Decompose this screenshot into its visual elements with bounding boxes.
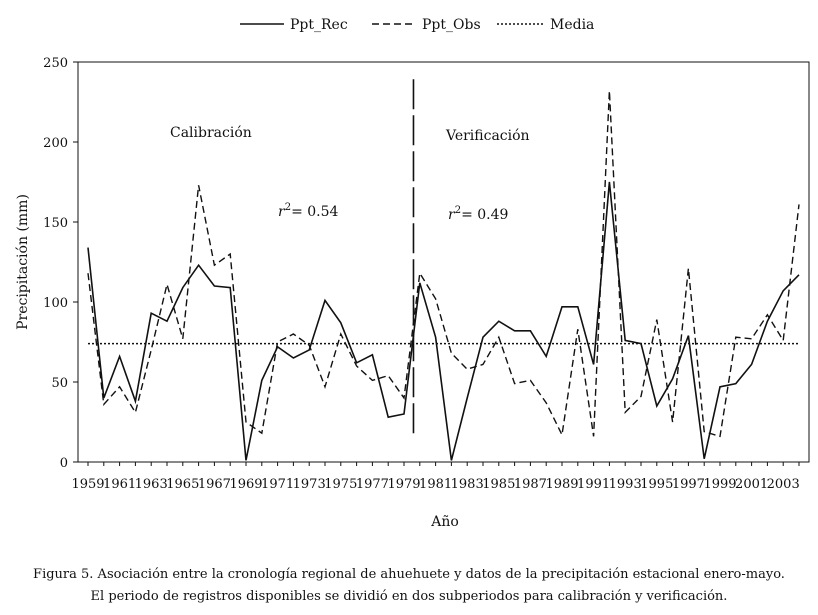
series-line-ppt-rec	[87, 181, 800, 461]
x-tick-label: 1985	[482, 477, 515, 492]
x-tick-label: 1987	[514, 477, 547, 492]
caption-line-1: Figura 5. Asociación entre la cronología…	[33, 567, 785, 582]
x-tick-label: 1965	[166, 477, 199, 492]
legend-label-media: Media	[550, 17, 594, 33]
x-tick-label: 1981	[419, 477, 452, 492]
annotation-r2-verificacion: r2= 0.49	[448, 205, 508, 223]
r2-cal-sup: 2	[285, 202, 291, 213]
y-tick-label: 0	[60, 456, 68, 471]
data-series	[87, 90, 800, 461]
plot-area	[77, 61, 810, 463]
x-tick-label: 1975	[324, 477, 357, 492]
x-tick-label: 1979	[387, 477, 420, 492]
y-tick-label: 50	[51, 376, 68, 391]
x-tick-label: 2003	[767, 477, 800, 492]
x-tick-label: 1971	[261, 477, 294, 492]
legend: Ppt_Rec Ppt_Obs Media	[240, 17, 594, 33]
x-tick-label: 1995	[640, 477, 673, 492]
r2-cal-value: = 0.54	[291, 204, 338, 220]
x-tick-label: 1989	[545, 477, 578, 492]
x-tick-label: 1973	[293, 477, 326, 492]
legend-label-ppt-obs: Ppt_Obs	[422, 17, 481, 33]
x-tick-label: 1977	[356, 477, 389, 492]
series-line-ppt-obs	[87, 90, 800, 438]
y-axis: 0 50 100 150 200 250	[43, 56, 78, 471]
x-tick-label: 1961	[103, 477, 136, 492]
legend-label-ppt-rec: Ppt_Rec	[290, 17, 348, 33]
y-axis-title: Precipitación (mm)	[15, 194, 31, 330]
annotation-verificacion: Verificación	[445, 128, 530, 144]
x-tick-label: 1993	[609, 477, 642, 492]
x-axis: 1959196119631965196719691971197319751977…	[71, 462, 800, 492]
x-tick-label: 1997	[672, 477, 705, 492]
x-tick-label: 1983	[451, 477, 484, 492]
r2-ver-sup: 2	[455, 205, 461, 216]
r2-ver-symbol: r	[448, 207, 456, 223]
x-tick-label: 1999	[703, 477, 736, 492]
y-tick-label: 150	[43, 216, 68, 231]
x-tick-label: 1967	[198, 477, 231, 492]
x-tick-label: 1969	[229, 477, 262, 492]
y-tick-label: 250	[43, 56, 68, 71]
r2-cal-symbol: r	[278, 204, 286, 220]
r2-ver-value: = 0.49	[461, 207, 508, 223]
x-tick-label: 1991	[577, 477, 610, 492]
x-tick-label: 1963	[135, 477, 168, 492]
x-tick-label: 2001	[735, 477, 768, 492]
y-tick-label: 200	[43, 136, 68, 151]
x-axis-title: Año	[430, 514, 459, 530]
annotation-calibracion: Calibración	[170, 125, 252, 141]
y-tick-label: 100	[43, 296, 68, 311]
annotation-r2-calibracion: r2= 0.54	[278, 202, 339, 220]
x-tick-label: 1959	[71, 477, 104, 492]
caption-line-2: El periodo de registros disponibles se d…	[90, 589, 728, 604]
